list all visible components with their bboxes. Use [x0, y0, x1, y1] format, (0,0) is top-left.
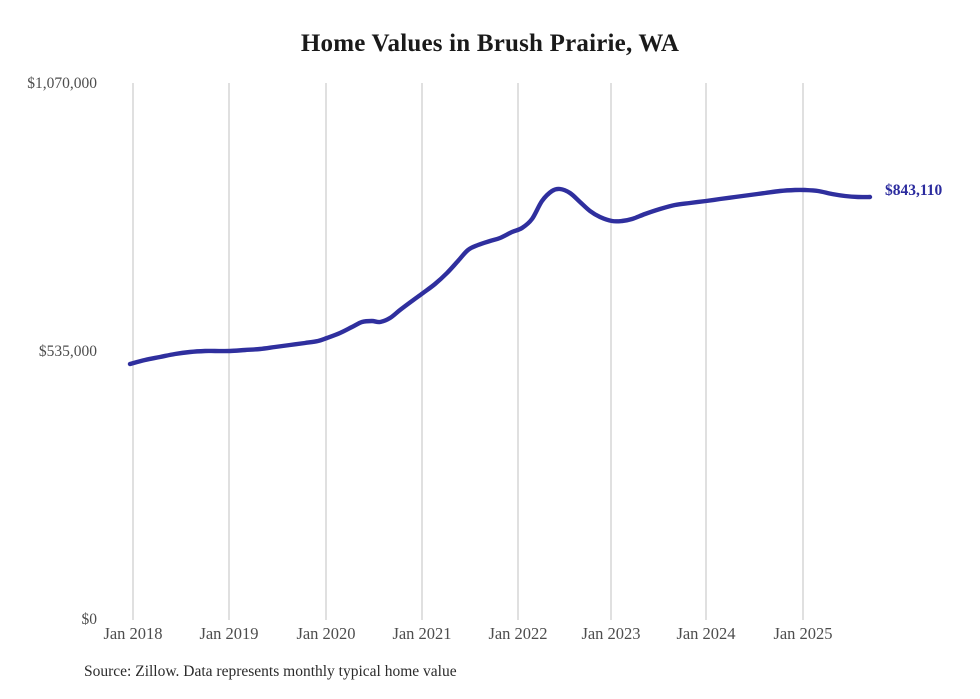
ytick-label-high: $1,070,000: [27, 75, 97, 92]
xtick-label-jan-2019: Jan 2019: [199, 624, 259, 643]
xtick-label-jan-2024: Jan 2024: [676, 624, 736, 643]
ytick-label-mid: $535,000: [38, 343, 97, 360]
xtick-label-jan-2021: Jan 2021: [392, 624, 452, 643]
xtick-label-jan-2022: Jan 2022: [488, 624, 548, 643]
ytick-label-zero: $0: [81, 611, 98, 628]
series-end-value-label: $843,110: [885, 182, 943, 199]
xtick-label-jan-2025: Jan 2025: [773, 624, 833, 643]
xtick-label-jan-2020: Jan 2020: [296, 624, 356, 643]
source-note: Source: Zillow. Data represents monthly …: [84, 663, 457, 680]
series-line-typical-home-value: [127, 186, 873, 367]
xtick-label-jan-2023: Jan 2023: [581, 624, 641, 643]
page-title: Home Values in Brush Prairie, WA: [300, 30, 680, 57]
xtick-label-jan-2018: Jan 2018: [103, 624, 163, 643]
